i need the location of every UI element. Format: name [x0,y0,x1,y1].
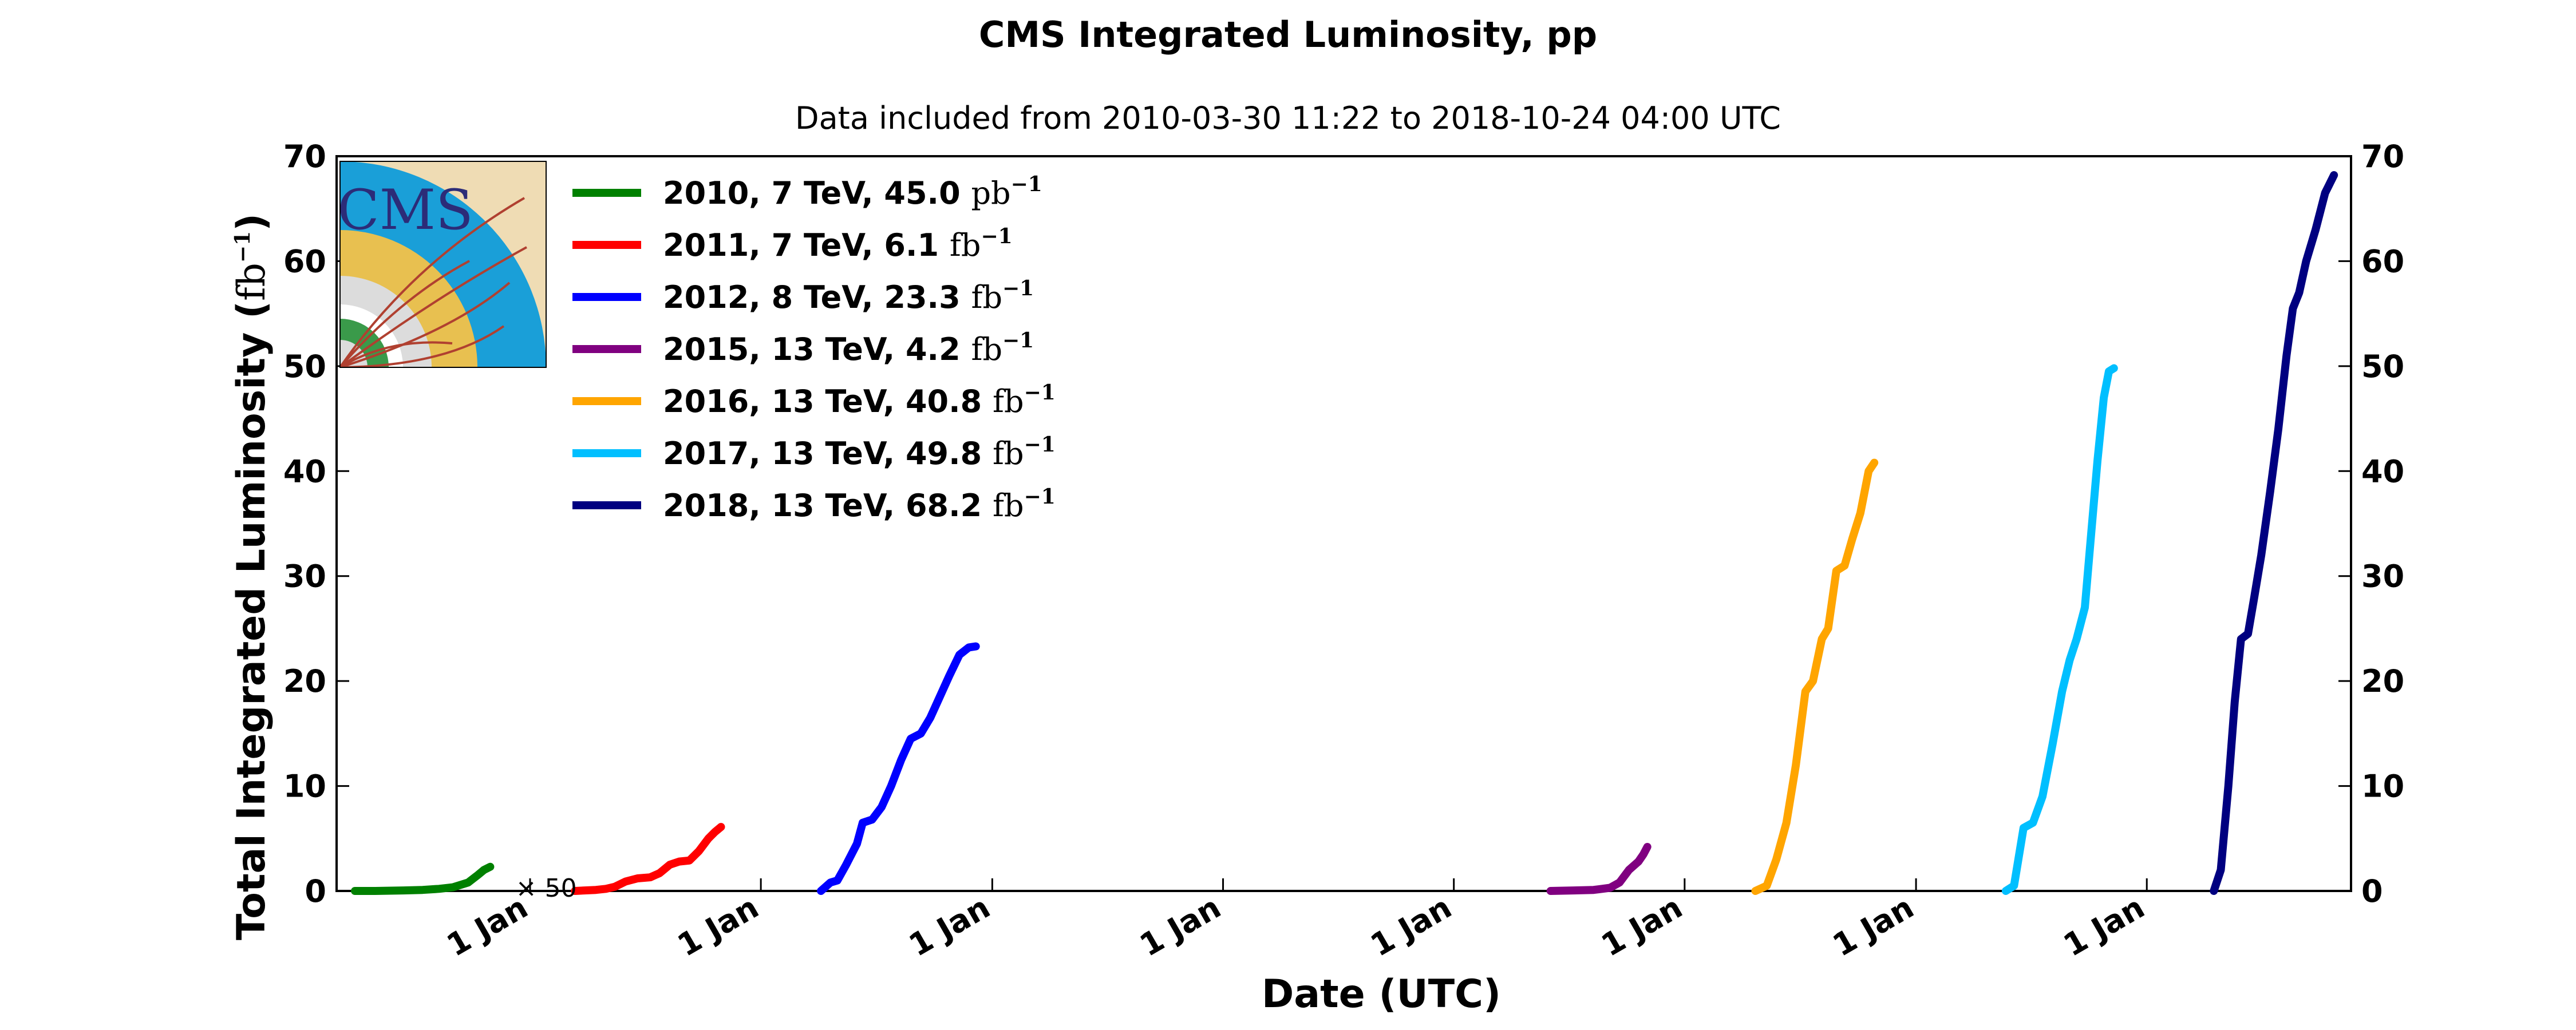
y-tick-label-left: 20 [283,663,326,699]
legend-item: 2010, 7 TeV, 45.0 pb−1 [572,172,1042,211]
y-tick-label-right: 30 [2361,558,2404,595]
legend-item: 2011, 7 TeV, 6.1 fb−1 [572,224,1013,263]
y-axis-label: Total Integrated Luminosity (fb−1) [229,213,274,940]
x-axis-label: Date (UTC) [1262,972,1501,1017]
series-layer [351,171,2338,895]
legend-item: 2017, 13 TeV, 49.8 fb−1 [572,433,1056,472]
x-tick-label: 1 Jan [903,889,996,964]
plot-area: 0 10 20 30 40 50 60 70 0 10 20 30 40 50 60 70 1 Jan 1 J… [283,138,2404,964]
series-line-2015 [1546,843,1652,895]
series-line-2017 [2001,364,2118,895]
x-tick-label: 1 Jan [1133,889,1227,964]
y-axis-label-main: Total Integrated Luminosity ( [229,301,274,940]
y-tick-label-right: 50 [2361,348,2404,385]
y-tick-label-right: 10 [2361,768,2404,805]
legend-label: 2011, 7 TeV, 6.1 fb−1 [663,224,1013,263]
x-tick-label: 1 Jan [2057,889,2151,964]
legend-label: 2012, 8 TeV, 23.3 fb−1 [663,276,1034,315]
legend: 2010, 7 TeV, 45.0 pb−1 2011, 7 TeV, 6.1 f… [572,172,1056,524]
scale-annotation: × 50 [516,874,577,903]
y-tick-label-left: 10 [283,768,326,805]
svg-text:Total Integrated Luminosity (f: Total Integrated Luminosity (fb−1) [229,213,274,940]
legend-label: 2010, 7 TeV, 45.0 pb−1 [663,172,1042,211]
y-tick-label-left: 40 [283,453,326,489]
series-line-2016 [1751,458,1879,895]
plot-frame [335,155,2352,892]
legend-item: 2016, 13 TeV, 40.8 fb−1 [572,381,1056,419]
legend-label: 2016, 13 TeV, 40.8 fb−1 [663,381,1056,419]
y-tick-label-left: 50 [283,348,326,385]
y-tick-label-left: 60 [283,243,326,279]
legend-label: 2017, 13 TeV, 49.8 fb−1 [663,433,1056,472]
y-tick-label-right: 0 [2361,873,2383,909]
legend-label: 2015, 13 TeV, 4.2 fb−1 [663,328,1034,367]
x-tick-label: 1 Jan [1365,889,1458,964]
series-line-2012 [817,642,980,895]
cms-logo: CMS [337,161,547,368]
legend-label: 2018, 13 TeV, 68.2 fb−1 [663,485,1056,524]
chart-title: CMS Integrated Luminosity, pp [979,14,1597,56]
legend-item: 2015, 13 TeV, 4.2 fb−1 [572,328,1034,367]
legend-item: 2018, 13 TeV, 68.2 fb−1 [572,485,1056,524]
y-axis-label-close: ) [229,213,274,231]
y-axis-right: 0 10 20 30 40 50 60 70 [2338,138,2404,909]
y-tick-label-right: 20 [2361,663,2404,699]
series-line-2010 [351,862,495,895]
x-tick-label: 1 Jan [1595,889,1689,964]
cms-logo-text: CMS [337,178,473,242]
legend-item: 2012, 8 TeV, 23.3 fb−1 [572,276,1034,315]
x-tick-label: 1 Jan [671,889,765,964]
y-axis-left: 0 10 20 30 40 50 60 70 [283,138,349,909]
y-tick-label-right: 40 [2361,453,2404,489]
y-tick-label-left: 0 [305,873,326,909]
y-axis-label-unit: fb [230,263,274,301]
y-tick-label-right: 70 [2361,138,2404,175]
x-tick-label: 1 Jan [1827,889,1920,964]
y-axis-label-sup: −1 [231,231,255,263]
series-line-2011 [571,823,725,895]
series-line-2018 [2210,171,2338,895]
y-tick-label-left: 30 [283,558,326,595]
chart-subtitle: Data included from 2010-03-30 11:22 to 2… [795,100,1781,136]
y-tick-label-left: 70 [283,138,326,175]
y-tick-label-right: 60 [2361,243,2404,279]
